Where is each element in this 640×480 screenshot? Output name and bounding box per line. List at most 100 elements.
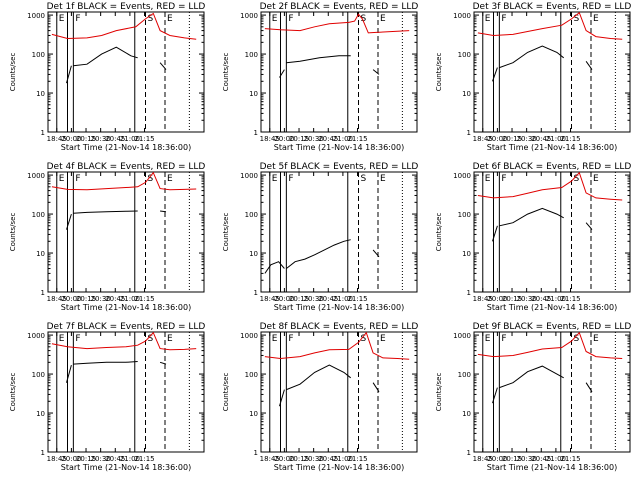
x-axis-label: Start Time (21-Nov-14 18:36:00) [487,143,617,152]
y-tick-label: 100 [32,51,45,59]
time-marker-label: E [167,14,173,24]
events-rate-line [286,55,351,64]
y-tick-label: 1000 [27,172,45,180]
x-tick-label: 20:30 [91,135,111,143]
events-rate-line [66,213,72,230]
detector-panel: Det 9f BLACK = Events, RED = LLD Start Ti… [435,322,631,472]
events-rate-line [492,67,498,82]
y-tick-label: 1000 [453,12,471,20]
x-axis-label: Start Time (21-Nov-14 18:36:00) [61,303,191,312]
events-rate-line [372,249,380,258]
panel-title: Det 9f BLACK = Events, RED = LLD [473,322,632,332]
time-marker-label: E [167,174,173,184]
y-tick-label: 100 [245,371,258,379]
y-tick-label: 100 [458,51,471,59]
events-rate-line [286,239,351,269]
panel-title: Det 8f BLACK = Events, RED = LLD [260,322,419,332]
detector-panel: Det 2f BLACK = Events, RED = LLD Start Ti… [222,2,418,152]
time-marker-label: F [501,14,506,24]
x-tick-label: 20:15 [289,455,309,463]
time-marker-label: F [288,174,293,184]
events-rate-line [279,389,285,407]
y-tick-label: 1 [41,449,45,457]
x-tick-label: 20:45 [318,135,338,143]
x-axis-label: Start Time (21-Nov-14 18:36:00) [274,463,404,472]
y-tick-label: 1000 [240,12,258,20]
time-marker-label: E [380,334,386,344]
events-rate-line [73,46,138,67]
time-marker-label: E [167,334,173,344]
x-tick-label: 21:00 [333,455,353,463]
y-tick-label: 10 [462,410,471,418]
y-tick-label: 100 [458,371,471,379]
time-marker-label: E [272,174,278,184]
time-marker-label: F [288,334,293,344]
time-marker-label: S [148,174,154,184]
x-tick-label: 20:15 [502,295,522,303]
events-rate-line [372,382,380,393]
time-marker-label: E [59,14,65,24]
x-tick-label: 20:15 [502,455,522,463]
y-tick-label: 1 [41,289,45,297]
detector-panel: Det 6f BLACK = Events, RED = LLD Start Ti… [435,162,631,312]
time-marker-label: F [288,14,293,24]
y-tick-label: 10 [249,250,258,258]
y-tick-label: 1 [467,289,471,297]
time-marker-label: E [272,14,278,24]
x-tick-label: 20:30 [304,455,324,463]
events-rate-line [264,261,285,274]
x-tick-label: 20:00 [487,135,507,143]
lld-rate-line [477,172,623,201]
y-tick-label: 1 [254,449,258,457]
detector-panel: Det 5f BLACK = Events, RED = LLD Start Ti… [222,162,418,312]
lld-rate-line [264,332,410,360]
time-marker-label: F [75,334,80,344]
time-marker-label: F [75,174,80,184]
x-axis-label: Start Time (21-Nov-14 18:36:00) [61,143,191,152]
panel-title: Det 1f BLACK = Events, RED = LLD [47,2,206,12]
lld-rate-line [51,332,197,351]
plot-frame [47,331,205,453]
y-tick-label: 1000 [453,172,471,180]
x-tick-label: 20:45 [318,295,338,303]
time-marker-label: S [574,174,580,184]
time-marker-label: E [59,174,65,184]
x-tick-label: 20:15 [289,135,309,143]
x-tick-label: 21:15 [347,135,367,143]
y-tick-label: 1000 [27,12,45,20]
x-tick-label: 21:15 [560,455,580,463]
y-tick-label: 1000 [453,332,471,340]
events-rate-line [492,225,498,242]
y-tick-label: 1000 [240,172,258,180]
y-axis-label: Counts/sec [9,213,17,252]
x-tick-label: 21:00 [120,295,140,303]
y-tick-label: 1 [467,129,471,137]
plot-frame [473,171,631,293]
x-tick-label: 18:45 [260,295,280,303]
events-rate-line [159,62,167,70]
x-axis-label: Start Time (21-Nov-14 18:36:00) [274,303,404,312]
y-axis-label: Counts/sec [435,373,443,412]
plot-frame [260,331,418,453]
x-tick-label: 20:15 [289,295,309,303]
events-rate-line [159,361,167,365]
x-tick-label: 18:45 [47,295,67,303]
y-tick-label: 10 [462,90,471,98]
panel-title: Det 6f BLACK = Events, RED = LLD [473,162,632,172]
x-tick-label: 20:30 [517,135,537,143]
x-tick-label: 20:45 [105,455,125,463]
lld-rate-line [51,12,197,40]
x-tick-label: 20:00 [274,295,294,303]
y-axis-label: Counts/sec [435,213,443,252]
events-rate-line [372,69,380,75]
events-rate-line [279,69,285,78]
y-tick-label: 10 [462,250,471,258]
events-rate-line [585,222,593,230]
time-marker-label: E [593,14,599,24]
x-tick-label: 20:00 [487,455,507,463]
x-tick-label: 21:15 [347,295,367,303]
y-tick-label: 100 [32,371,45,379]
y-axis-label: Counts/sec [222,373,230,412]
x-tick-label: 20:30 [517,295,537,303]
